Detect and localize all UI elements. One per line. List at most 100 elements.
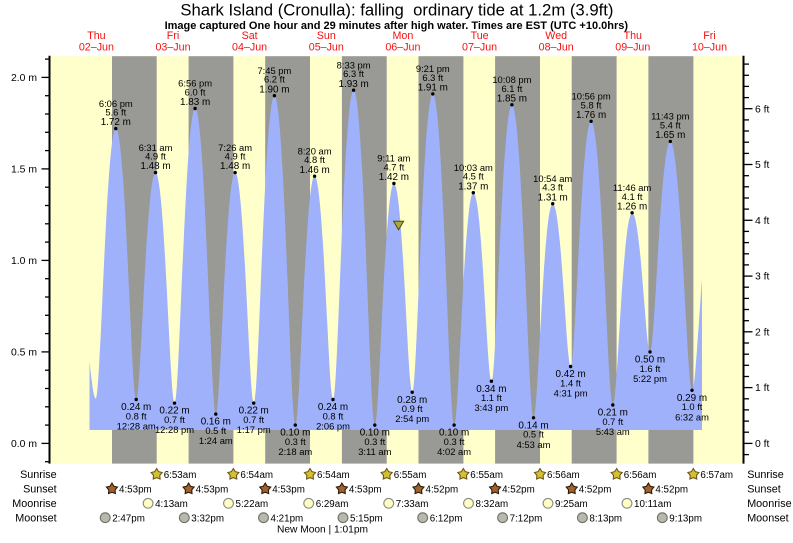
svg-text:0.10 m: 0.10 m (360, 428, 390, 439)
svg-text:0.21 m: 0.21 m (598, 408, 628, 419)
svg-text:6.1 ft: 6.1 ft (501, 83, 522, 94)
svg-text:Moonset: Moonset (747, 513, 788, 525)
svg-text:Mon: Mon (393, 30, 414, 42)
svg-text:1.72 m: 1.72 m (101, 117, 131, 128)
svg-text:0.42 m: 0.42 m (555, 369, 585, 380)
svg-text:02–Jun: 02–Jun (79, 42, 114, 54)
svg-text:6:29am: 6:29am (316, 499, 349, 510)
svg-text:2:54 pm: 2:54 pm (395, 413, 429, 424)
svg-text:Sat: Sat (242, 30, 258, 42)
svg-text:4:53pm: 4:53pm (196, 485, 229, 496)
svg-text:Moonset: Moonset (15, 513, 56, 525)
svg-text:Image captured One hour and 29: Image captured One hour and 29 minutes a… (165, 20, 629, 32)
svg-text:5:43 am: 5:43 am (596, 426, 630, 437)
svg-text:8:32am: 8:32am (476, 499, 509, 510)
svg-text:1.31 m: 1.31 m (538, 192, 568, 203)
svg-text:7:33am: 7:33am (396, 499, 429, 510)
svg-text:6.3 ft: 6.3 ft (343, 68, 364, 79)
svg-text:7:12pm: 7:12pm (510, 513, 543, 524)
svg-text:1.48 m: 1.48 m (220, 161, 250, 172)
svg-text:06–Jun: 06–Jun (385, 42, 420, 54)
svg-text:New Moon | 1:01pm: New Moon | 1:01pm (277, 525, 368, 536)
svg-text:6:32 am: 6:32 am (675, 411, 709, 422)
svg-text:9:21 pm: 9:21 pm (416, 63, 450, 74)
svg-text:1.42 m: 1.42 m (379, 172, 409, 183)
svg-text:09–Jun: 09–Jun (615, 42, 650, 54)
svg-text:0.22 m: 0.22 m (239, 406, 269, 417)
svg-text:0.8 ft: 0.8 ft (323, 410, 344, 421)
svg-text:4:13am: 4:13am (155, 499, 188, 510)
svg-text:8:33 pm: 8:33 pm (337, 59, 371, 70)
svg-text:5:22 pm: 5:22 pm (633, 373, 667, 384)
svg-text:0.5 m: 0.5 m (11, 348, 37, 359)
svg-text:8:20 am: 8:20 am (298, 145, 332, 156)
svg-text:2:06 pm: 2:06 pm (316, 421, 350, 432)
svg-text:1.0 m: 1.0 m (11, 256, 37, 267)
svg-text:3 ft: 3 ft (755, 272, 770, 283)
svg-text:5.8 ft: 5.8 ft (581, 99, 602, 110)
svg-text:1.85 m: 1.85 m (497, 93, 527, 104)
svg-text:4:52pm: 4:52pm (426, 485, 459, 496)
svg-text:4.9 ft: 4.9 ft (145, 151, 166, 162)
svg-text:1.83 m: 1.83 m (180, 97, 210, 108)
svg-text:1.48 m: 1.48 m (140, 161, 170, 172)
svg-text:0.10 m: 0.10 m (280, 428, 310, 439)
svg-text:6.3 ft: 6.3 ft (422, 72, 443, 83)
svg-text:3:11 am: 3:11 am (358, 446, 391, 457)
svg-text:0.8 ft: 0.8 ft (126, 410, 147, 421)
svg-text:0.10 m: 0.10 m (439, 428, 469, 439)
svg-text:Sunset: Sunset (23, 484, 57, 496)
svg-text:6:56am: 6:56am (547, 470, 580, 481)
svg-text:0.24 m: 0.24 m (318, 402, 348, 413)
svg-text:Thu: Thu (624, 30, 642, 42)
svg-text:10:03 am: 10:03 am (454, 162, 493, 173)
svg-text:1.76 m: 1.76 m (576, 110, 606, 121)
svg-text:1.0 ft: 1.0 ft (682, 401, 703, 412)
svg-text:4.5 ft: 4.5 ft (463, 171, 484, 182)
svg-text:Tue: Tue (471, 30, 489, 42)
svg-text:08–Jun: 08–Jun (539, 42, 574, 54)
svg-text:0.9 ft: 0.9 ft (402, 403, 423, 414)
svg-text:11:46 am: 11:46 am (613, 182, 652, 193)
svg-text:0.5 ft: 0.5 ft (523, 429, 544, 440)
svg-text:4:53pm: 4:53pm (349, 485, 382, 496)
svg-text:10:54 am: 10:54 am (533, 173, 572, 184)
svg-text:9:13pm: 9:13pm (669, 513, 702, 524)
svg-text:0.24 m: 0.24 m (121, 402, 151, 413)
svg-text:1.46 m: 1.46 m (299, 165, 329, 176)
svg-text:4:52pm: 4:52pm (579, 485, 612, 496)
svg-text:0.3 ft: 0.3 ft (285, 436, 306, 447)
svg-text:1.5 m: 1.5 m (11, 165, 37, 176)
svg-text:2 ft: 2 ft (755, 327, 770, 338)
svg-text:1.91 m: 1.91 m (418, 83, 448, 94)
svg-text:10–Jun: 10–Jun (692, 42, 727, 54)
svg-text:1.93 m: 1.93 m (338, 79, 368, 90)
svg-text:5 ft: 5 ft (755, 160, 770, 171)
svg-text:6:06 pm: 6:06 pm (99, 98, 133, 109)
svg-text:9:11 am: 9:11 am (377, 153, 410, 164)
svg-text:0.5 ft: 0.5 ft (205, 425, 226, 436)
svg-text:Sunrise: Sunrise (747, 469, 784, 481)
svg-text:5:15pm: 5:15pm (350, 513, 383, 524)
svg-text:4 ft: 4 ft (755, 216, 770, 227)
svg-text:4.3 ft: 4.3 ft (542, 182, 563, 193)
svg-text:4.7 ft: 4.7 ft (383, 162, 404, 173)
svg-text:6:55am: 6:55am (470, 470, 503, 481)
svg-text:1.4 ft: 1.4 ft (560, 377, 581, 388)
svg-text:11:43 pm: 11:43 pm (651, 111, 690, 122)
svg-text:1.6 ft: 1.6 ft (640, 363, 661, 374)
svg-text:0.29 m: 0.29 m (677, 393, 707, 404)
svg-text:7:26 am: 7:26 am (218, 142, 252, 153)
svg-text:5.6 ft: 5.6 ft (105, 107, 126, 118)
svg-text:1.1 ft: 1.1 ft (481, 392, 502, 403)
svg-text:4.1 ft: 4.1 ft (622, 191, 643, 202)
svg-text:Fri: Fri (167, 30, 179, 42)
svg-text:Wed: Wed (545, 30, 567, 42)
svg-text:Moonrise: Moonrise (747, 498, 791, 510)
svg-text:6:55am: 6:55am (394, 470, 427, 481)
svg-text:6 ft: 6 ft (755, 104, 770, 115)
svg-text:6:57am: 6:57am (700, 470, 733, 481)
svg-text:4.9 ft: 4.9 ft (225, 151, 246, 162)
svg-text:1.37 m: 1.37 m (458, 181, 488, 192)
svg-text:0.3 ft: 0.3 ft (364, 436, 385, 447)
